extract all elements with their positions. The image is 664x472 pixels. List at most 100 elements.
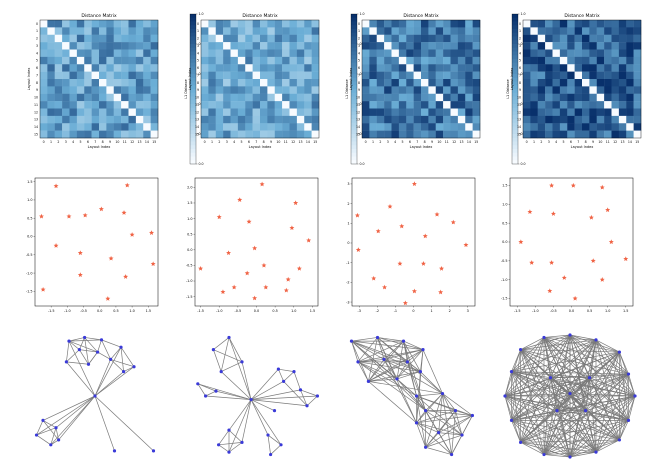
heatmap-cell [472,79,481,87]
heatmap-cell [567,123,575,131]
heatmap-cell [472,42,481,50]
colorbar-segment [351,89,357,94]
scatter-star-point [124,182,130,188]
network-edge [425,434,463,448]
colorbar-segment [512,74,518,79]
heatmap-cell [267,71,275,80]
network-edge [550,351,620,379]
heatmap-x-tick: 0 [43,140,45,144]
heatmap-cell [121,123,129,131]
heatmap-cell [76,20,85,28]
scatter-star-point [66,213,72,219]
heatmap-cell [289,79,298,87]
heatmap-cell [106,108,114,117]
heatmap-cell [311,130,320,139]
heatmap-title: Distance Matrix [242,13,278,19]
network-edge [197,383,206,397]
scatter-star-point [518,239,524,245]
heatmap-cell [618,27,627,35]
network-edge [79,349,89,365]
heatmap-cell [106,64,114,72]
network-edge [550,377,571,458]
scatter-x-tick: 1 [431,309,433,313]
heatmap-cell [465,71,473,80]
heatmap-cell [47,108,55,117]
heatmap-y-tick: 7 [519,73,521,77]
colorbar-segment [351,59,357,64]
heatmap-cell [552,79,561,87]
heatmap-cell [523,115,531,124]
heatmap-cell [545,108,553,117]
heatmap-cell [208,71,216,80]
network-edge [511,420,597,453]
network-edge [42,420,57,429]
network-edge [520,442,545,455]
heatmap-y-tick: 3 [519,44,521,48]
heatmap-cell [223,64,231,72]
network-edge [511,410,586,421]
heatmap-cell [574,64,583,72]
heatmap-cell [260,101,268,109]
colorbar-tick: 1.0 [199,12,204,16]
network-edge [455,410,463,436]
heatmap-cell [245,130,253,139]
heatmap-cell [76,34,85,43]
scatter-star-point [450,219,456,225]
heatmap-cell [537,49,546,58]
heatmap-cell [143,20,151,28]
heatmap-cell [274,49,283,58]
heatmap-cell [362,42,370,50]
scatter-star-point [283,287,289,293]
heatmap-cell [91,93,100,102]
heatmap-y-tick: 1 [36,29,38,33]
heatmap-cell [465,108,473,117]
heatmap-cell [589,20,597,28]
heatmap-cell [604,64,612,72]
network-edge [520,420,629,443]
scatter-y-tick: 2.0 [187,186,192,190]
colorbar-segment [351,14,357,19]
network-edge [368,340,404,382]
network-edge [357,359,385,363]
heatmap-cell [582,34,590,43]
colorbar-tick: 0.0 [521,162,526,166]
network-edge [438,432,452,455]
heatmap-cell [369,56,377,65]
heatmap-cell [135,101,144,109]
heatmap-cell [274,71,283,80]
heatmap-y-tick: 13 [34,118,38,122]
heatmap-cell [267,56,275,65]
heatmap-cell [106,115,114,124]
colorbar-segment [190,14,196,19]
heatmap-cell [443,20,451,28]
colorbar-segment [190,51,196,56]
heatmap-frame [361,19,481,139]
network-edge [556,410,571,458]
heatmap-cell [633,79,642,87]
scatter-y-tick: -1 [346,261,349,265]
heatmap-cell [62,64,70,72]
heatmap-cell [150,108,159,117]
heatmap-cell [201,108,209,117]
heatmap-cell [428,86,436,94]
heatmap-cell [230,130,239,139]
heatmap-cell [76,108,85,117]
heatmap-cell [201,79,209,87]
heatmap-cell [69,130,78,139]
scatter-y-tick: 2 [347,202,349,206]
heatmap-cell [604,71,612,80]
heatmap-cell [76,64,85,72]
scatter-x-tick: 1.0 [291,309,296,313]
heatmap-cell [121,93,129,102]
heatmap-cell [574,42,583,50]
scatter-x-tick: -1.0 [532,309,539,313]
heatmap-cell [84,79,92,87]
heatmap-cell [523,123,531,131]
colorbar-segment [512,25,518,30]
heatmap-cell [530,20,538,28]
scatter-star-point [289,225,295,231]
heatmap-cell [611,27,620,35]
heatmap-cell [267,79,275,87]
network-edge [377,337,424,350]
heatmap-cell [54,64,63,72]
